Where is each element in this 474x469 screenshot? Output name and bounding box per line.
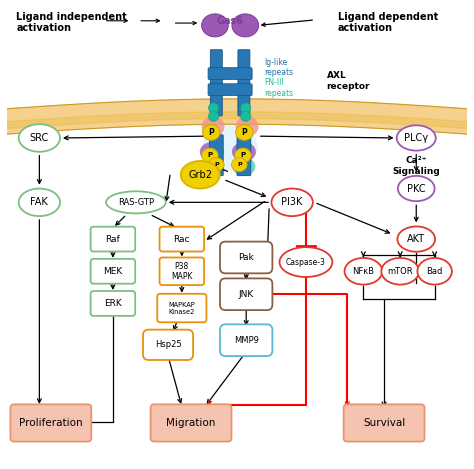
- FancyBboxPatch shape: [208, 68, 252, 80]
- Ellipse shape: [381, 258, 419, 285]
- Ellipse shape: [201, 148, 218, 163]
- Ellipse shape: [200, 142, 224, 161]
- Ellipse shape: [18, 189, 60, 216]
- Text: Survival: Survival: [363, 418, 405, 428]
- Ellipse shape: [209, 158, 224, 172]
- Text: MEK: MEK: [103, 267, 122, 276]
- Text: Proliferation: Proliferation: [19, 418, 82, 428]
- Text: ERK: ERK: [104, 299, 122, 308]
- Text: P: P: [209, 128, 214, 137]
- FancyBboxPatch shape: [143, 330, 193, 360]
- Text: PKC: PKC: [407, 183, 426, 194]
- Text: Gas6: Gas6: [217, 16, 244, 26]
- Text: MMP9: MMP9: [234, 336, 259, 345]
- Ellipse shape: [201, 116, 225, 137]
- Text: Hsp25: Hsp25: [155, 340, 182, 349]
- FancyBboxPatch shape: [210, 50, 222, 116]
- Text: Raf: Raf: [106, 234, 120, 243]
- FancyBboxPatch shape: [220, 279, 273, 310]
- FancyBboxPatch shape: [220, 325, 273, 356]
- Text: Ig-like
repeats: Ig-like repeats: [264, 58, 294, 77]
- Text: FAK: FAK: [30, 197, 48, 207]
- Text: Rac: Rac: [173, 234, 190, 243]
- Ellipse shape: [280, 247, 332, 277]
- Text: AXL
receptor: AXL receptor: [327, 71, 370, 91]
- Text: MAPKAP
Kinase2: MAPKAP Kinase2: [168, 302, 195, 315]
- Ellipse shape: [345, 258, 382, 285]
- Ellipse shape: [241, 111, 251, 121]
- Ellipse shape: [202, 125, 220, 140]
- Text: P: P: [214, 162, 219, 167]
- Ellipse shape: [201, 14, 228, 37]
- FancyBboxPatch shape: [238, 50, 250, 116]
- Text: Bad: Bad: [427, 267, 443, 276]
- FancyBboxPatch shape: [160, 257, 204, 285]
- Ellipse shape: [232, 142, 256, 161]
- Ellipse shape: [397, 227, 435, 252]
- Ellipse shape: [202, 124, 258, 170]
- Ellipse shape: [106, 191, 166, 213]
- Text: Ca²⁺
Signaling: Ca²⁺ Signaling: [392, 156, 440, 176]
- Text: Caspase-3: Caspase-3: [286, 257, 326, 266]
- Text: Pak: Pak: [238, 253, 254, 262]
- FancyBboxPatch shape: [220, 242, 273, 273]
- Ellipse shape: [236, 125, 253, 140]
- Text: AKT: AKT: [407, 234, 425, 244]
- Ellipse shape: [232, 157, 255, 176]
- Text: P: P: [237, 162, 242, 167]
- Text: NFκB: NFκB: [352, 267, 374, 276]
- Text: P: P: [207, 152, 212, 159]
- Text: Migration: Migration: [166, 418, 216, 428]
- Text: Grb2: Grb2: [188, 170, 212, 180]
- Text: Ligand dependent
activation: Ligand dependent activation: [338, 12, 438, 33]
- Ellipse shape: [397, 125, 436, 151]
- Text: mTOR: mTOR: [387, 267, 413, 276]
- FancyBboxPatch shape: [237, 135, 251, 176]
- Ellipse shape: [418, 258, 452, 285]
- Text: P: P: [241, 128, 247, 137]
- FancyBboxPatch shape: [91, 227, 135, 251]
- Text: PI3K: PI3K: [282, 197, 303, 207]
- Ellipse shape: [181, 161, 220, 189]
- FancyBboxPatch shape: [160, 227, 204, 251]
- Ellipse shape: [235, 148, 251, 163]
- Text: Ligand independent
activation: Ligand independent activation: [17, 12, 127, 33]
- Text: PLCγ: PLCγ: [404, 133, 428, 143]
- Ellipse shape: [209, 103, 219, 113]
- FancyBboxPatch shape: [157, 294, 207, 322]
- Ellipse shape: [272, 189, 313, 216]
- Text: P: P: [240, 152, 246, 159]
- Ellipse shape: [209, 111, 219, 121]
- Ellipse shape: [241, 103, 251, 113]
- Text: FN-III
repeats: FN-III repeats: [264, 78, 294, 98]
- FancyBboxPatch shape: [10, 404, 91, 441]
- Text: JNK: JNK: [238, 290, 254, 299]
- FancyBboxPatch shape: [344, 404, 425, 441]
- FancyBboxPatch shape: [210, 135, 223, 176]
- FancyBboxPatch shape: [91, 291, 135, 316]
- Ellipse shape: [18, 124, 60, 152]
- Ellipse shape: [231, 158, 247, 172]
- Text: RAS-GTP: RAS-GTP: [118, 198, 154, 207]
- Ellipse shape: [200, 157, 223, 176]
- FancyBboxPatch shape: [151, 404, 231, 441]
- Text: P38
MAPK: P38 MAPK: [171, 262, 192, 281]
- FancyBboxPatch shape: [208, 84, 252, 96]
- Ellipse shape: [236, 116, 259, 137]
- Text: SRC: SRC: [30, 133, 49, 143]
- Ellipse shape: [398, 176, 435, 201]
- Ellipse shape: [232, 14, 259, 37]
- FancyBboxPatch shape: [91, 259, 135, 284]
